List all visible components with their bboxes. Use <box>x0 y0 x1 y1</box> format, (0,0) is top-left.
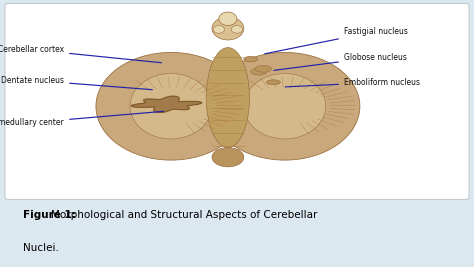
Circle shape <box>251 68 267 75</box>
Text: Fastigial nucleus: Fastigial nucleus <box>265 27 408 54</box>
Ellipse shape <box>266 80 280 85</box>
Text: Nuclei.: Nuclei. <box>23 243 59 253</box>
Ellipse shape <box>244 57 257 62</box>
Ellipse shape <box>219 12 237 26</box>
Text: Globose nucleus: Globose nucleus <box>274 53 407 70</box>
Text: medullary center: medullary center <box>0 111 164 127</box>
Circle shape <box>255 65 272 72</box>
Ellipse shape <box>231 26 243 33</box>
Ellipse shape <box>212 148 244 167</box>
Ellipse shape <box>212 17 244 40</box>
Ellipse shape <box>96 52 246 160</box>
FancyBboxPatch shape <box>5 3 469 199</box>
Ellipse shape <box>244 74 326 139</box>
Text: Dentate nucleus: Dentate nucleus <box>1 76 152 90</box>
Ellipse shape <box>210 52 360 160</box>
Text: Emboliform nucleus: Emboliform nucleus <box>285 78 420 87</box>
Polygon shape <box>131 96 202 112</box>
Text: Morphological and Structural Aspects of Cerebellar: Morphological and Structural Aspects of … <box>51 210 318 220</box>
Text: Cerebellar cortex: Cerebellar cortex <box>0 45 162 63</box>
Ellipse shape <box>213 26 225 33</box>
Ellipse shape <box>130 74 212 139</box>
Text: Figure 1:: Figure 1: <box>23 210 80 220</box>
Ellipse shape <box>206 48 249 148</box>
